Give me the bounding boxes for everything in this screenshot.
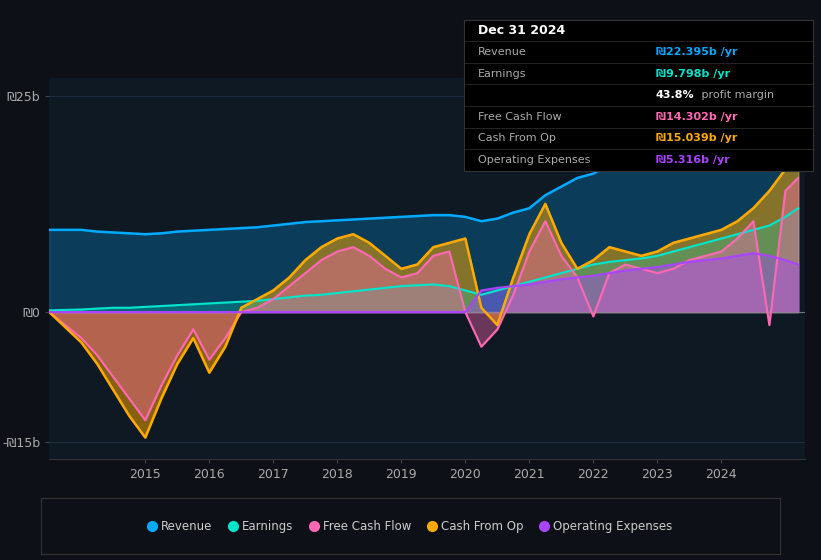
Text: Cash From Op: Cash From Op [478, 133, 556, 143]
Text: Dec 31 2024: Dec 31 2024 [478, 24, 565, 37]
Text: Revenue: Revenue [478, 47, 526, 57]
Text: ₪9.798b /yr: ₪9.798b /yr [656, 69, 730, 78]
Text: ₪15.039b /yr: ₪15.039b /yr [656, 133, 737, 143]
Text: 43.8%: 43.8% [656, 90, 695, 100]
Text: Operating Expenses: Operating Expenses [478, 155, 590, 165]
Text: ₪5.316b /yr: ₪5.316b /yr [656, 155, 730, 165]
Text: Earnings: Earnings [478, 69, 526, 78]
Legend: Revenue, Earnings, Free Cash Flow, Cash From Op, Operating Expenses: Revenue, Earnings, Free Cash Flow, Cash … [144, 515, 677, 538]
Text: profit margin: profit margin [698, 90, 773, 100]
Text: ₪22.395b /yr: ₪22.395b /yr [656, 47, 737, 57]
Text: ₪14.302b /yr: ₪14.302b /yr [656, 112, 737, 122]
Text: Free Cash Flow: Free Cash Flow [478, 112, 562, 122]
